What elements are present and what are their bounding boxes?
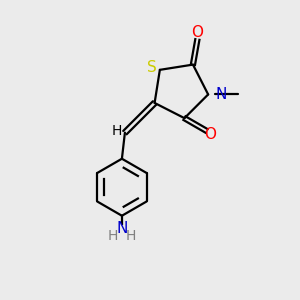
Text: N: N — [216, 87, 227, 102]
Text: H: H — [111, 124, 122, 138]
Text: N: N — [116, 221, 128, 236]
Text: H: H — [108, 229, 118, 242]
Text: O: O — [204, 127, 216, 142]
Text: O: O — [191, 26, 203, 40]
Text: S: S — [148, 60, 157, 75]
Text: H: H — [126, 229, 136, 242]
